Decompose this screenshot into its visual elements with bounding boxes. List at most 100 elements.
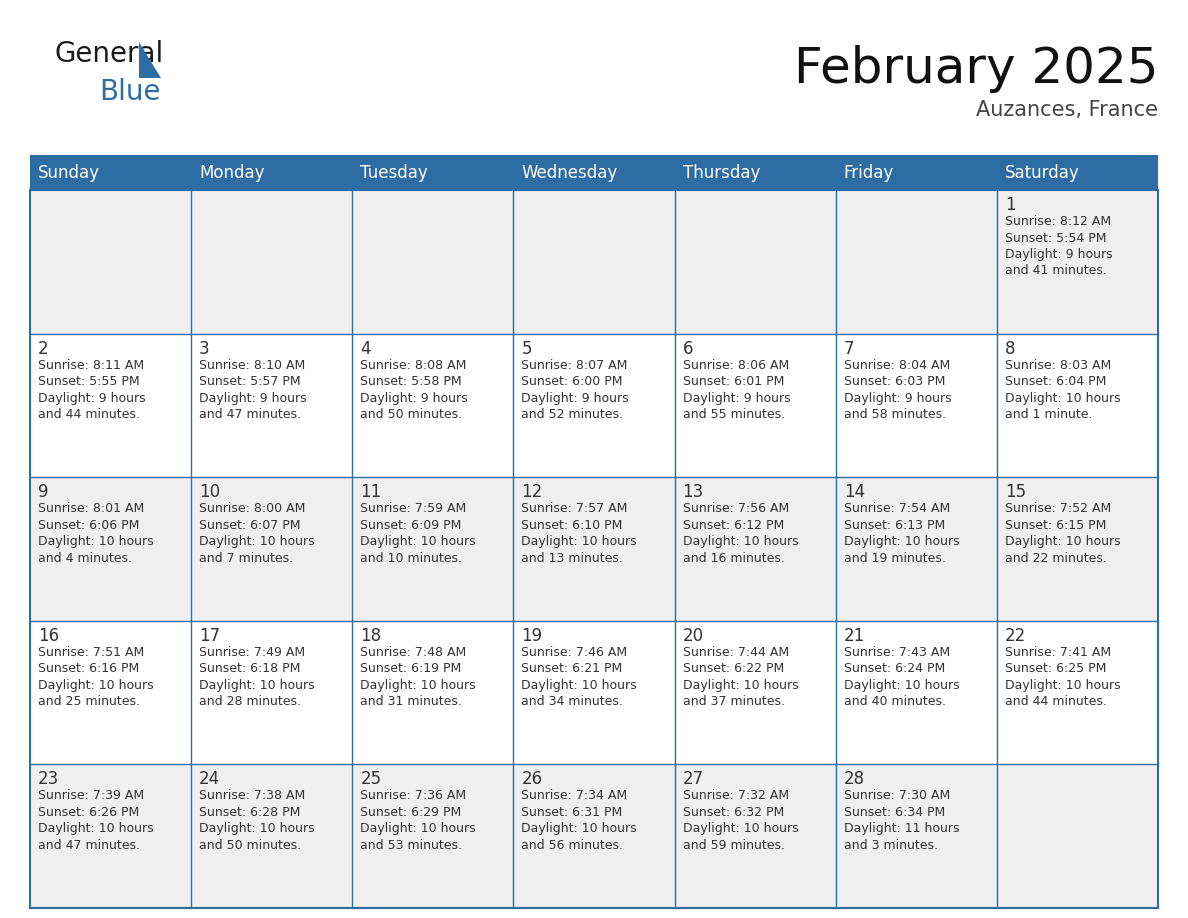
- Text: 12: 12: [522, 483, 543, 501]
- Text: 3: 3: [200, 340, 210, 358]
- Polygon shape: [139, 42, 162, 78]
- Text: Thursday: Thursday: [683, 163, 760, 182]
- Text: 9: 9: [38, 483, 49, 501]
- Text: Blue: Blue: [99, 78, 160, 106]
- Text: Sunrise: 7:54 AM
Sunset: 6:13 PM
Daylight: 10 hours
and 19 minutes.: Sunrise: 7:54 AM Sunset: 6:13 PM Dayligh…: [843, 502, 960, 565]
- Text: 27: 27: [683, 770, 703, 789]
- Bar: [997, 621, 1158, 765]
- Bar: [835, 190, 997, 333]
- Bar: [513, 765, 675, 908]
- Bar: [997, 333, 1158, 477]
- Bar: [30, 621, 191, 765]
- Text: Sunrise: 7:52 AM
Sunset: 6:15 PM
Daylight: 10 hours
and 22 minutes.: Sunrise: 7:52 AM Sunset: 6:15 PM Dayligh…: [1005, 502, 1120, 565]
- Text: 2: 2: [38, 340, 49, 358]
- Text: 20: 20: [683, 627, 703, 644]
- Bar: [835, 477, 997, 621]
- Text: Auzances, France: Auzances, France: [977, 100, 1158, 120]
- Bar: [675, 190, 835, 333]
- Bar: [353, 765, 513, 908]
- Text: 1: 1: [1005, 196, 1016, 214]
- Bar: [353, 333, 513, 477]
- Text: 10: 10: [200, 483, 220, 501]
- Text: Sunrise: 7:38 AM
Sunset: 6:28 PM
Daylight: 10 hours
and 50 minutes.: Sunrise: 7:38 AM Sunset: 6:28 PM Dayligh…: [200, 789, 315, 852]
- Text: 28: 28: [843, 770, 865, 789]
- Bar: [191, 333, 353, 477]
- Bar: [675, 621, 835, 765]
- Text: Sunrise: 7:46 AM
Sunset: 6:21 PM
Daylight: 10 hours
and 34 minutes.: Sunrise: 7:46 AM Sunset: 6:21 PM Dayligh…: [522, 645, 637, 709]
- Text: 22: 22: [1005, 627, 1026, 644]
- Text: Sunrise: 7:49 AM
Sunset: 6:18 PM
Daylight: 10 hours
and 28 minutes.: Sunrise: 7:49 AM Sunset: 6:18 PM Dayligh…: [200, 645, 315, 709]
- Bar: [30, 155, 1158, 190]
- Text: Sunrise: 7:43 AM
Sunset: 6:24 PM
Daylight: 10 hours
and 40 minutes.: Sunrise: 7:43 AM Sunset: 6:24 PM Dayligh…: [843, 645, 960, 709]
- Text: Sunrise: 7:56 AM
Sunset: 6:12 PM
Daylight: 10 hours
and 16 minutes.: Sunrise: 7:56 AM Sunset: 6:12 PM Dayligh…: [683, 502, 798, 565]
- Text: Sunrise: 7:32 AM
Sunset: 6:32 PM
Daylight: 10 hours
and 59 minutes.: Sunrise: 7:32 AM Sunset: 6:32 PM Dayligh…: [683, 789, 798, 852]
- Text: Sunrise: 8:06 AM
Sunset: 6:01 PM
Daylight: 9 hours
and 55 minutes.: Sunrise: 8:06 AM Sunset: 6:01 PM Dayligh…: [683, 359, 790, 421]
- Text: Monday: Monday: [200, 163, 265, 182]
- Text: 26: 26: [522, 770, 543, 789]
- Text: Tuesday: Tuesday: [360, 163, 428, 182]
- Text: 13: 13: [683, 483, 703, 501]
- Bar: [191, 765, 353, 908]
- Text: Wednesday: Wednesday: [522, 163, 618, 182]
- Bar: [997, 477, 1158, 621]
- Bar: [835, 333, 997, 477]
- Text: 5: 5: [522, 340, 532, 358]
- Text: Sunrise: 8:07 AM
Sunset: 6:00 PM
Daylight: 9 hours
and 52 minutes.: Sunrise: 8:07 AM Sunset: 6:00 PM Dayligh…: [522, 359, 630, 421]
- Text: Sunrise: 7:39 AM
Sunset: 6:26 PM
Daylight: 10 hours
and 47 minutes.: Sunrise: 7:39 AM Sunset: 6:26 PM Dayligh…: [38, 789, 153, 852]
- Text: Sunrise: 7:36 AM
Sunset: 6:29 PM
Daylight: 10 hours
and 53 minutes.: Sunrise: 7:36 AM Sunset: 6:29 PM Dayligh…: [360, 789, 476, 852]
- Text: Friday: Friday: [843, 163, 893, 182]
- Bar: [30, 190, 1158, 908]
- Text: Sunrise: 7:48 AM
Sunset: 6:19 PM
Daylight: 10 hours
and 31 minutes.: Sunrise: 7:48 AM Sunset: 6:19 PM Dayligh…: [360, 645, 476, 709]
- Text: Sunrise: 8:10 AM
Sunset: 5:57 PM
Daylight: 9 hours
and 47 minutes.: Sunrise: 8:10 AM Sunset: 5:57 PM Dayligh…: [200, 359, 307, 421]
- Text: 21: 21: [843, 627, 865, 644]
- Bar: [353, 190, 513, 333]
- Bar: [675, 765, 835, 908]
- Bar: [835, 765, 997, 908]
- Bar: [353, 477, 513, 621]
- Bar: [30, 765, 191, 908]
- Bar: [513, 621, 675, 765]
- Text: Sunrise: 7:41 AM
Sunset: 6:25 PM
Daylight: 10 hours
and 44 minutes.: Sunrise: 7:41 AM Sunset: 6:25 PM Dayligh…: [1005, 645, 1120, 709]
- Text: Sunrise: 7:51 AM
Sunset: 6:16 PM
Daylight: 10 hours
and 25 minutes.: Sunrise: 7:51 AM Sunset: 6:16 PM Dayligh…: [38, 645, 153, 709]
- Text: 17: 17: [200, 627, 220, 644]
- Text: Sunrise: 8:11 AM
Sunset: 5:55 PM
Daylight: 9 hours
and 44 minutes.: Sunrise: 8:11 AM Sunset: 5:55 PM Dayligh…: [38, 359, 146, 421]
- Bar: [675, 333, 835, 477]
- Text: Sunrise: 8:01 AM
Sunset: 6:06 PM
Daylight: 10 hours
and 4 minutes.: Sunrise: 8:01 AM Sunset: 6:06 PM Dayligh…: [38, 502, 153, 565]
- Text: 7: 7: [843, 340, 854, 358]
- Bar: [191, 621, 353, 765]
- Text: Sunrise: 8:08 AM
Sunset: 5:58 PM
Daylight: 9 hours
and 50 minutes.: Sunrise: 8:08 AM Sunset: 5:58 PM Dayligh…: [360, 359, 468, 421]
- Text: Sunrise: 8:00 AM
Sunset: 6:07 PM
Daylight: 10 hours
and 7 minutes.: Sunrise: 8:00 AM Sunset: 6:07 PM Dayligh…: [200, 502, 315, 565]
- Text: February 2025: February 2025: [794, 45, 1158, 93]
- Text: Sunrise: 8:03 AM
Sunset: 6:04 PM
Daylight: 10 hours
and 1 minute.: Sunrise: 8:03 AM Sunset: 6:04 PM Dayligh…: [1005, 359, 1120, 421]
- Bar: [30, 190, 191, 333]
- Text: Sunrise: 7:44 AM
Sunset: 6:22 PM
Daylight: 10 hours
and 37 minutes.: Sunrise: 7:44 AM Sunset: 6:22 PM Dayligh…: [683, 645, 798, 709]
- Text: 14: 14: [843, 483, 865, 501]
- Text: Saturday: Saturday: [1005, 163, 1080, 182]
- Text: 11: 11: [360, 483, 381, 501]
- Text: Sunrise: 7:34 AM
Sunset: 6:31 PM
Daylight: 10 hours
and 56 minutes.: Sunrise: 7:34 AM Sunset: 6:31 PM Dayligh…: [522, 789, 637, 852]
- Text: Sunrise: 8:04 AM
Sunset: 6:03 PM
Daylight: 9 hours
and 58 minutes.: Sunrise: 8:04 AM Sunset: 6:03 PM Dayligh…: [843, 359, 952, 421]
- Bar: [191, 477, 353, 621]
- Text: 19: 19: [522, 627, 543, 644]
- Text: 8: 8: [1005, 340, 1016, 358]
- Text: Sunrise: 8:12 AM
Sunset: 5:54 PM
Daylight: 9 hours
and 41 minutes.: Sunrise: 8:12 AM Sunset: 5:54 PM Dayligh…: [1005, 215, 1112, 277]
- Bar: [513, 477, 675, 621]
- Text: 16: 16: [38, 627, 59, 644]
- Text: 4: 4: [360, 340, 371, 358]
- Text: Sunrise: 7:57 AM
Sunset: 6:10 PM
Daylight: 10 hours
and 13 minutes.: Sunrise: 7:57 AM Sunset: 6:10 PM Dayligh…: [522, 502, 637, 565]
- Bar: [513, 190, 675, 333]
- Bar: [997, 765, 1158, 908]
- Bar: [835, 621, 997, 765]
- Bar: [353, 621, 513, 765]
- Text: General: General: [55, 40, 164, 68]
- Bar: [513, 333, 675, 477]
- Text: Sunday: Sunday: [38, 163, 100, 182]
- Text: 24: 24: [200, 770, 220, 789]
- Bar: [30, 477, 191, 621]
- Text: 25: 25: [360, 770, 381, 789]
- Text: 15: 15: [1005, 483, 1026, 501]
- Bar: [675, 477, 835, 621]
- Text: Sunrise: 7:59 AM
Sunset: 6:09 PM
Daylight: 10 hours
and 10 minutes.: Sunrise: 7:59 AM Sunset: 6:09 PM Dayligh…: [360, 502, 476, 565]
- Bar: [30, 333, 191, 477]
- Text: 18: 18: [360, 627, 381, 644]
